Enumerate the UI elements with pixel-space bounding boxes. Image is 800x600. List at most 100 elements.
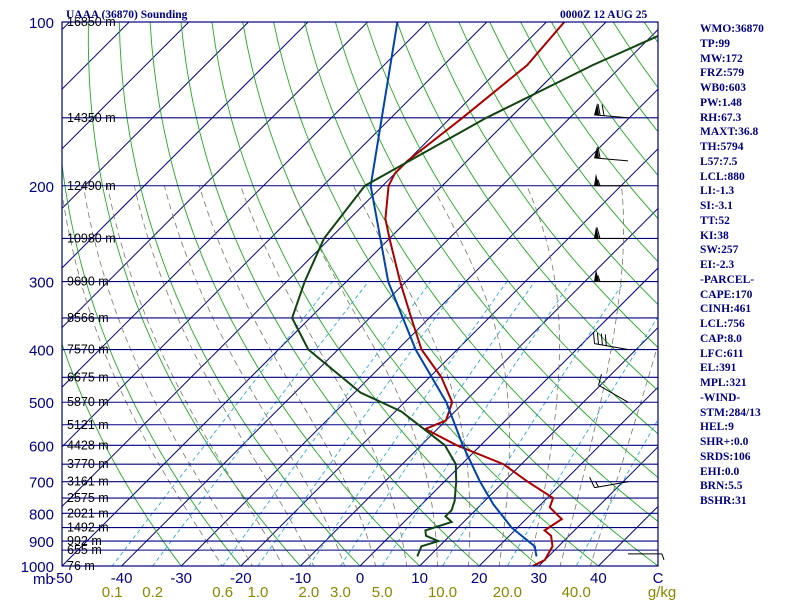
mixing-ratio-line [308,281,508,566]
isotherm [62,22,607,566]
stat-item: TH:5794 [700,141,744,153]
isotherm [62,22,547,508]
height-label: 6675 m [67,370,109,384]
temperature-tick-label: 20 [471,570,488,587]
height-label: 4428 m [67,438,109,452]
wind-barb [628,553,665,561]
stat-item: LCL:880 [700,170,745,183]
dry-adiabat [396,22,658,392]
stat-item: -PARCEL- [700,273,755,286]
mixing-ratio-line [381,281,572,566]
moist-adiabat [83,185,253,566]
temperature-tick-label: 0 [356,570,364,587]
isotherm [62,22,488,448]
stat-item: SI:-3.1 [700,200,733,212]
temperature-tick-label: C [653,570,664,587]
height-label: 16850 m [67,15,116,29]
pressure-tick-label: 600 [29,438,54,455]
isotherm [62,22,70,31]
moist-adiabat [198,185,377,566]
pressure-tick-label: 700 [29,475,54,492]
wind-barb-flag [597,104,601,116]
wind-barb [598,374,629,403]
stat-item: LI:-1.3 [700,185,735,198]
stat-item: RH:67.3 [700,111,742,124]
wind-barb-flag [600,333,603,346]
height-label: 5121 m [67,418,109,432]
sounding-trace [291,34,658,557]
wind-barb [594,226,628,239]
pressure-tick-label: 200 [29,179,54,196]
stat-item: KI:38 [700,229,729,242]
wind-barb-flag [598,374,602,386]
station-title: UAAA (36870) Sounding [66,9,188,21]
temperature-tick-label: -20 [230,570,252,587]
wind-barb [594,146,629,162]
isotherm [120,28,658,566]
isotherm [359,267,658,566]
wind-barb [594,269,628,283]
mixing-ratio-tick-label: 40.0 [562,584,591,600]
stat-item: TP:99 [700,37,731,50]
wind-barb [594,173,628,187]
stat-item: PW:1.48 [700,96,742,109]
stat-item: MPL:321 [700,377,747,389]
moist-adiabat-lines [62,185,658,566]
temperature-tick-label: 10 [411,570,428,587]
dry-adiabat [62,342,182,566]
wind-barbs [589,103,665,561]
height-label: 3770 m [67,457,109,471]
stat-item: CINH:461 [700,303,752,316]
isotherm [62,22,249,210]
isobar-lines [62,21,658,567]
mixing-ratio-line [257,281,463,566]
height-label: 7570 m [67,343,109,357]
mixing-ratio-lines [111,281,658,566]
mixing-ratio-tick-label: 0.6 [212,584,233,600]
wind-barb-flag [592,332,596,344]
pressure-tick-label: 900 [29,534,54,551]
pressure-tick-label: 400 [29,343,54,360]
dry-adiabat [458,22,658,306]
dry-adiabat [149,22,421,566]
moist-adiabat [62,190,223,566]
stat-item: -WIND- [700,391,741,404]
stat-item: SRDS:106 [700,450,751,463]
isotherm [62,22,190,150]
wind-barb-half-flag [595,481,599,488]
temperature-tick-label: -40 [111,570,133,587]
moist-adiabat [559,185,624,566]
dry-adiabat [334,22,658,478]
mixing-ratio-tick-label: 5.0 [372,584,393,600]
sounding-indices-panel: WMO:36870 TP:99 MW:172 FRZ:579 WB0:603 PW:1.4… [700,22,800,509]
isotherm [0,22,10,578]
mixing-ratio-tick-label: 2.0 [298,584,319,600]
wind-barb-staff [594,343,629,351]
height-label: 1492 m [67,521,109,535]
wind-barb-pennant [594,226,599,239]
wind-barb-flag [597,147,601,159]
stat-item: EI:-2.3 [700,259,735,271]
dry-adiabat [118,22,361,566]
height-label: 14350 m [67,111,116,125]
dry-adiabat [365,22,658,435]
dry-adiabat [211,22,540,566]
height-label: 76 m [67,559,95,573]
stat-item: FRZ:579 [700,67,745,80]
stat-item: HEL:9 [700,421,734,434]
temperature-tick-label: 40 [590,570,607,587]
wind-barb-half-flag [597,275,601,282]
stat-item: BSHR:31 [700,495,747,507]
moist-adiabat [107,185,284,566]
pressure-tick-label: 1000 [21,559,54,576]
wind-barb-pennant [594,103,600,116]
isotherm [62,22,130,90]
mixing-ratio-line [442,281,625,566]
pressure-tick-label: 800 [29,506,54,523]
dry-adiabat [304,22,658,523]
moist-adiabat [290,185,439,566]
wind-barb-flag [596,227,601,239]
mixing-ratio-line [152,281,369,566]
stat-item: EHI:0.0 [700,465,740,478]
